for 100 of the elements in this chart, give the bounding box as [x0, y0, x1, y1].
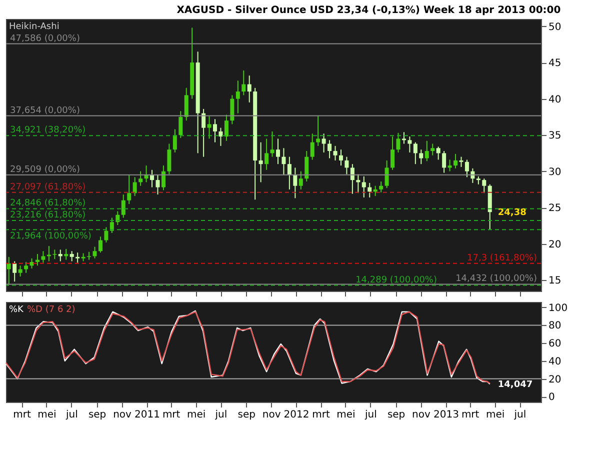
candlestick: [230, 94, 234, 125]
candlestick: [161, 165, 166, 191]
ref-line-label: 29,509 (0,00%): [10, 164, 80, 175]
candlestick: [282, 148, 286, 176]
x-tick-label: nov: [412, 410, 431, 420]
candlestick: [24, 261, 28, 274]
candlestick: [264, 138, 269, 170]
candlestick: [46, 246, 51, 262]
y-tick-label: 50: [548, 22, 562, 33]
y-tick-label: 25: [548, 203, 562, 214]
candlestick: [424, 140, 429, 162]
series-label: %D (7 6 2): [27, 305, 76, 315]
ref-line-label: 21,964 (100,00%): [10, 232, 92, 242]
candlestick: [316, 115, 320, 146]
candlestick: [344, 156, 349, 175]
candlestick: [41, 250, 46, 264]
x-tick-label: sep: [387, 410, 406, 420]
candlestick: [172, 128, 177, 153]
candlestick: [270, 130, 274, 158]
ref-line-label: 14,289 (100,00%): [356, 275, 437, 286]
candlestick: [328, 140, 332, 159]
candlestick: [338, 149, 343, 166]
candlestick: [304, 150, 309, 182]
candlestick: [396, 132, 400, 153]
candlestick: [373, 185, 378, 196]
candlestick: [247, 75, 252, 103]
annotation: 14,047: [498, 380, 533, 390]
candlestick: [356, 174, 360, 194]
candlestick: [384, 160, 389, 189]
candlestick: [127, 174, 132, 204]
candlestick: [121, 194, 126, 218]
y-tick-label: 60: [548, 338, 562, 350]
candlestick: [464, 159, 469, 178]
candlestick: [287, 156, 292, 190]
candlestick: [454, 153, 458, 169]
y-tick-label: 40: [548, 94, 562, 106]
x-tick-label: sep: [88, 410, 106, 420]
x-tick-label: 2013: [433, 410, 459, 420]
x-tick-label: mrt: [162, 410, 180, 420]
candlestick: [218, 127, 223, 146]
x-tick-label: jul: [364, 410, 377, 420]
ref-line-label: 24,846 (61,80%): [10, 198, 86, 209]
candlestick: [442, 150, 446, 174]
ref-line-label: 23,216 (61,80%): [10, 210, 86, 221]
ref-line-label: 34,921 (38,20%): [10, 126, 86, 136]
x-tick-label: 2012: [284, 410, 310, 420]
y-tick-label: 20: [548, 239, 562, 250]
y-tick-label: 20: [548, 374, 562, 386]
candlestick: [379, 180, 384, 193]
y-tick-label: 100: [548, 302, 568, 314]
candlestick: [184, 87, 188, 122]
candlestick: [408, 136, 412, 153]
candlestick: [213, 118, 218, 143]
x-tick-label: mei: [38, 410, 56, 420]
candlestick: [448, 159, 452, 172]
candlestick: [322, 133, 326, 153]
candlestick: [30, 258, 34, 270]
candlestick: [436, 146, 440, 160]
candlestick: [138, 170, 143, 186]
x-tick-label: mrt: [13, 410, 32, 420]
x-tick-label: mrt: [461, 410, 480, 420]
candlestick: [459, 156, 464, 168]
candlestick: [132, 176, 137, 196]
x-tick-label: nov: [113, 410, 132, 420]
candlestick: [70, 250, 74, 262]
candlestick: [98, 236, 102, 254]
candlestick: [178, 110, 183, 138]
x-tick-label: 2011: [134, 410, 160, 420]
candlestick: [333, 145, 338, 161]
candlestick: [362, 176, 366, 198]
x-tick-label: jul: [64, 410, 78, 420]
y-tick-label: 30: [548, 166, 562, 178]
chart-title: XAGUSD - Silver Ounce USD 23,34 (-0,13%) Week 18 apr 2013 00:00: [176, 5, 561, 16]
candlestick: [236, 80, 240, 114]
text: %K: [9, 305, 25, 315]
candlestick: [6, 256, 11, 285]
candlestick: [390, 136, 395, 170]
candlestick: [64, 248, 68, 260]
y-tick-label: 35: [548, 130, 562, 142]
x-tick-label: mei: [186, 410, 206, 420]
candlestick: [419, 149, 424, 165]
candlestick: [35, 254, 40, 266]
candlestick: [430, 143, 435, 156]
candlestick: [156, 174, 160, 196]
ref-line-label: 37,654 (0,00%): [10, 106, 80, 116]
x-tick-label: mei: [486, 410, 505, 420]
chart-subtitle: Heikin-Ashi: [9, 22, 60, 32]
candlestick: [12, 260, 17, 282]
candlestick: [276, 138, 280, 165]
y-tick-label: 0: [548, 392, 555, 404]
x-tick-label: jul: [513, 410, 526, 420]
annotation: 24,38: [498, 208, 526, 218]
candlestick: [202, 108, 206, 158]
y-tick-label: 40: [548, 356, 562, 368]
candlestick: [76, 252, 80, 264]
candlestick: [413, 142, 418, 165]
x-tick-label: nov: [262, 410, 281, 420]
y-tick-label: 15: [548, 276, 562, 287]
candlestick: [368, 182, 372, 198]
x-tick-label: jul: [214, 410, 228, 420]
